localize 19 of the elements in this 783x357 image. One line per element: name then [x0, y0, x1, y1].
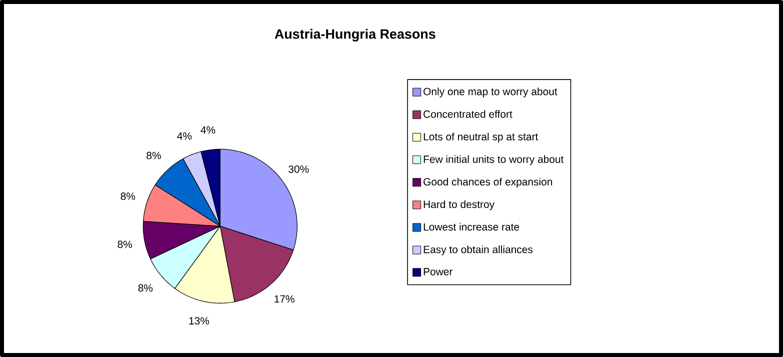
data-label: 4%	[200, 126, 216, 134]
data-label: 30%	[288, 165, 309, 173]
chart-title: Austria-Hungria Reasons	[274, 28, 436, 42]
data-label: 8%	[146, 152, 161, 160]
legend-label: Lots of neutral sp at start	[424, 132, 538, 142]
legend-label: Concentrated effort	[424, 110, 512, 118]
legend-label: Only one map to worry about	[424, 88, 558, 98]
legend-label: Good chances of expansion	[424, 178, 552, 188]
legend-label: Lowest increase rate	[424, 222, 520, 231]
data-label: 8%	[120, 192, 136, 200]
data-label: 8%	[138, 284, 153, 292]
data-label: 13%	[189, 317, 210, 325]
data-label: 8%	[118, 240, 132, 248]
legend-label: Easy to obtain alliances	[424, 245, 533, 256]
data-label: 4%	[177, 132, 192, 140]
legend-label: Few initial units to worry about	[424, 155, 564, 166]
legend-label: Hard to destroy	[424, 200, 495, 210]
legend-label: Power	[424, 268, 453, 276]
data-label: 17%	[274, 295, 294, 303]
